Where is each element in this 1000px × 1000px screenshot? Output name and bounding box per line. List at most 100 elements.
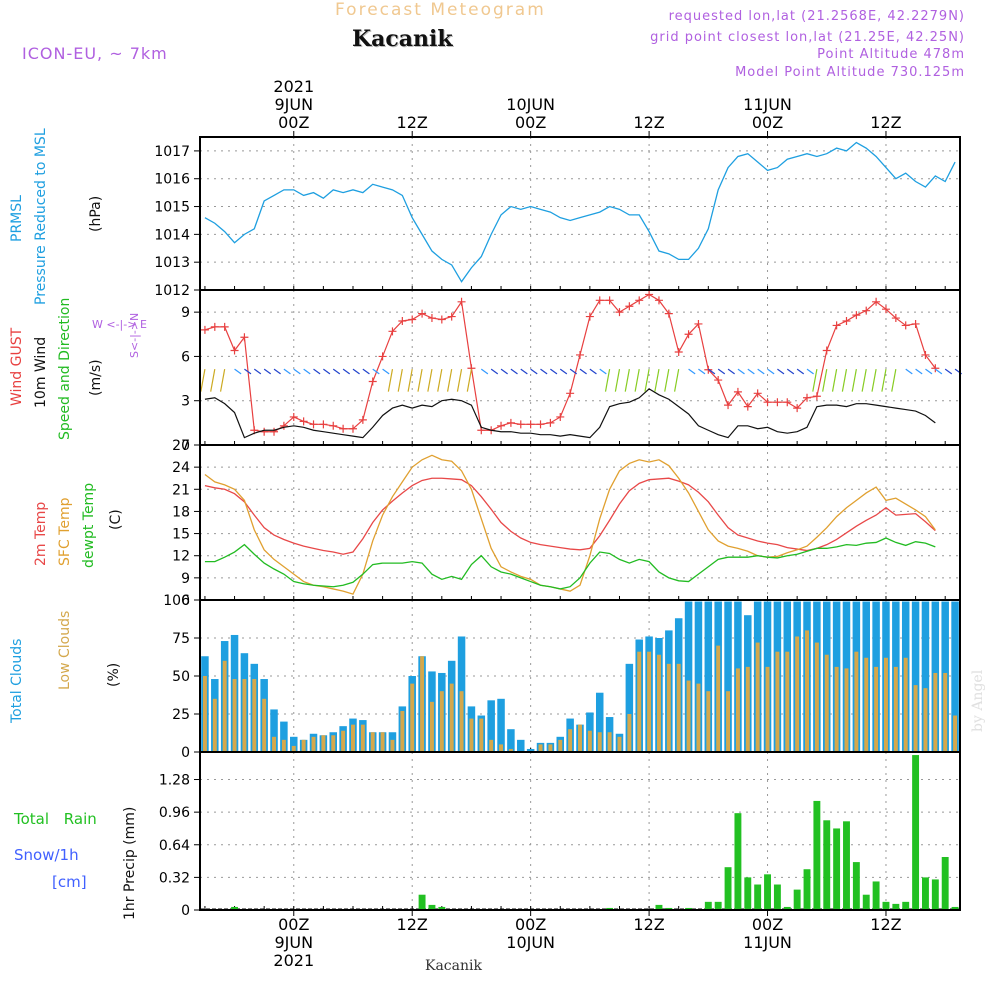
top-time-label: 00Z xyxy=(752,113,783,132)
low-cloud-bar xyxy=(578,724,582,752)
gust-marker xyxy=(891,314,900,323)
wind-direction-arrow xyxy=(737,368,745,375)
compass-we: W <-|-> E xyxy=(92,318,147,331)
low-cloud-bar xyxy=(212,698,217,752)
y-tick-label: 1016 xyxy=(154,172,190,188)
wind-direction-arrow xyxy=(417,368,423,392)
low-cloud-bar xyxy=(814,642,819,752)
wind-direction-arrow xyxy=(747,368,755,375)
wind-direction-arrow xyxy=(342,368,351,375)
wind-direction-arrow xyxy=(210,368,216,392)
low-cloud-bar xyxy=(627,714,632,752)
wind-direction-arrow xyxy=(767,368,775,375)
gust-marker xyxy=(497,421,506,430)
y-tick-label: 0 xyxy=(181,745,190,761)
gust-marker xyxy=(694,319,703,328)
wind-direction-arrow xyxy=(614,368,621,392)
rain-bar xyxy=(833,828,841,910)
low-cloud-bar xyxy=(321,735,326,752)
gust-marker xyxy=(931,364,940,373)
y-tick-label: 15 xyxy=(172,527,190,543)
total-cloud-bar xyxy=(951,601,959,752)
gust-marker xyxy=(714,376,723,385)
low-cloud-bar xyxy=(202,676,207,752)
gust-marker xyxy=(862,306,871,315)
wind-direction-arrow xyxy=(634,368,640,392)
low-cloud-bar xyxy=(360,724,365,752)
low-cloud-bar xyxy=(568,729,573,752)
rain-bar xyxy=(724,867,732,910)
snow-label: Snow/1h xyxy=(14,846,79,864)
wind-direction-arrow xyxy=(757,368,765,375)
wind-direction-arrow xyxy=(520,368,528,375)
wind-direction-arrow xyxy=(688,368,696,375)
low-cloud-bar xyxy=(479,718,484,752)
low-cloud-bar xyxy=(656,654,661,752)
y-tick-label: 9 xyxy=(181,571,190,587)
wind-direction-arrow xyxy=(624,368,630,392)
low-cloud-bar xyxy=(420,656,425,752)
gust-marker xyxy=(240,333,249,342)
gust-marker xyxy=(763,398,772,407)
low-cloud-bar xyxy=(400,710,405,752)
wind-direction-arrow xyxy=(387,368,394,392)
gust-marker xyxy=(388,327,397,336)
wind-direction-arrow xyxy=(707,368,716,375)
wind-direction-arrow xyxy=(796,368,805,375)
low-cloud-bar xyxy=(696,683,701,752)
low-cloud-bar xyxy=(913,685,918,752)
rain-bar xyxy=(438,906,446,910)
gust-marker xyxy=(378,352,387,361)
wind-direction-arrow xyxy=(219,368,226,392)
low-cloud-bar xyxy=(341,730,346,752)
low-cloud-bar xyxy=(548,744,553,752)
wind-direction-arrow xyxy=(480,368,489,375)
rain-label: Total Rain xyxy=(14,810,97,828)
low-cloud-bar xyxy=(953,715,958,752)
temp2m-line xyxy=(204,477,936,555)
gust-marker xyxy=(576,350,584,359)
pressure-line xyxy=(204,141,956,283)
rain-bar xyxy=(714,901,722,910)
top-time-label: 12Z xyxy=(633,113,664,132)
wind-direction-arrow xyxy=(234,368,242,375)
wind-direction-arrow xyxy=(540,368,548,375)
gust-marker xyxy=(733,387,742,396)
wind-direction-arrow xyxy=(654,368,660,392)
low-cloud-bar xyxy=(301,739,306,752)
wind-direction-arrow xyxy=(263,368,272,375)
wind-direction-arrow xyxy=(397,368,403,392)
low-cloud-bar xyxy=(765,666,770,752)
low-cloud-bar xyxy=(291,745,296,752)
gust-marker xyxy=(339,424,348,433)
wind-direction-arrow xyxy=(786,368,795,375)
gust-marker xyxy=(427,314,436,323)
wind-direction-arrow xyxy=(303,368,311,375)
gust-marker xyxy=(358,415,367,424)
bottom-time-label: 12Z xyxy=(870,915,901,934)
total-cloud-bar xyxy=(911,601,920,752)
low-cloud-bar xyxy=(666,663,671,752)
gust-marker xyxy=(881,305,890,314)
y-tick-label: 0 xyxy=(181,903,190,919)
top-time-label: 11JUN xyxy=(743,95,792,114)
top-time-label: 2021 xyxy=(273,77,314,96)
top-time-label: 12Z xyxy=(870,113,901,132)
gust-marker xyxy=(872,297,881,306)
wind-direction-arrow xyxy=(253,368,262,375)
low-cloud-bar xyxy=(834,666,839,752)
gust-marker xyxy=(506,418,515,427)
gust-marker xyxy=(743,402,752,411)
gust-marker xyxy=(842,317,851,325)
gust-marker xyxy=(368,377,377,386)
y-tick-label: 9 xyxy=(181,305,190,321)
low-cloud-bar xyxy=(489,739,494,752)
rain-bar xyxy=(744,877,752,910)
bottom-time-label: 9JUN xyxy=(274,933,313,952)
y-tick-label: 25 xyxy=(172,707,190,723)
gust-marker xyxy=(447,312,456,321)
y-tick-label: 100 xyxy=(163,593,190,609)
y-tick-label: 24 xyxy=(172,460,190,476)
wind-direction-arrow xyxy=(915,368,923,375)
